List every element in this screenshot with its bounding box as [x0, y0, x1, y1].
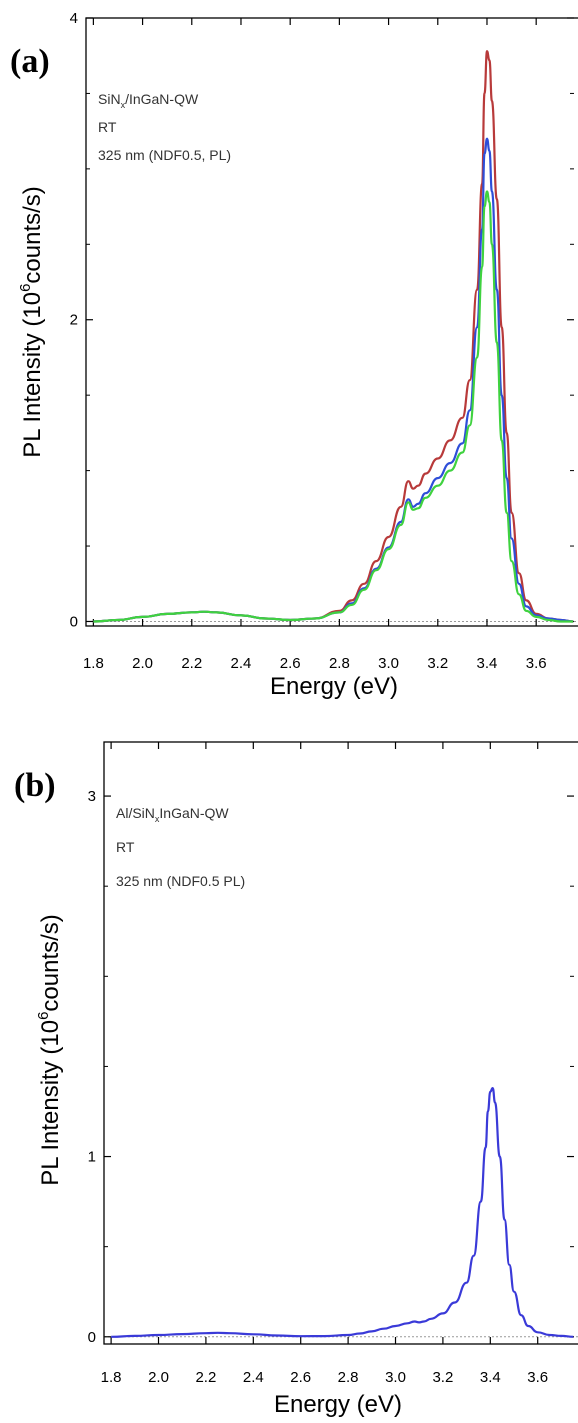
plot-frame-b: [103, 741, 578, 1345]
x-tick-label-b: 3.4: [480, 1369, 501, 1386]
annotation-temp-a: RT: [98, 119, 117, 135]
annotation-excitation-a: 325 nm (NDF0.5, PL): [98, 147, 231, 163]
x-axis-label-a: Energy (eV): [270, 673, 398, 700]
x-tick-label-a: 2.6: [280, 655, 301, 672]
x-tick-label-b: 3.0: [385, 1369, 406, 1386]
plot-frame-a: [85, 17, 578, 627]
series-group-a: [93, 50, 574, 623]
series-line-a-2: [93, 190, 574, 623]
annotation-temp-b: RT: [116, 839, 135, 855]
x-tick-label-a: 1.8: [83, 655, 104, 672]
x-tick-label-b: 2.4: [243, 1369, 264, 1386]
x-tick-label-b: 2.8: [338, 1369, 359, 1386]
tick-group-a: 1.8 2.0 2.2 2.4 2.6 2.8 3.0 3.2 3.4 3.6 0 2 4: [70, 10, 574, 672]
x-tick-label-a: 2.4: [231, 655, 252, 672]
panel-a: 1.8 2.0 2.2 2.4 2.6 2.8 3.0 3.2 3.4 3.6 0 2 4 (a) Si…: [10, 10, 578, 700]
y-axis-label-b: PL Intensity (106counts/s): [35, 914, 64, 1186]
x-tick-label-a: 3.6: [526, 655, 547, 672]
annotation-sample-a: SiNx/InGaN-QW: [98, 91, 199, 110]
x-tick-label-b: 1.8: [101, 1369, 122, 1386]
x-axis-label-b: Energy (eV): [274, 1391, 402, 1418]
x-tick-label-b: 3.2: [432, 1369, 453, 1386]
annotation-excitation-b: 325 nm (NDF0.5 PL): [116, 873, 245, 889]
y-tick-label-a: 0: [70, 613, 78, 630]
series-line-a-1: [93, 137, 574, 623]
x-tick-label-a: 2.2: [181, 655, 202, 672]
x-tick-label-a: 3.4: [477, 655, 498, 672]
x-tick-label-a: 2.0: [132, 655, 153, 672]
panel-b: 1.8 2.0 2.2 2.4 2.6 2.8 3.0 3.2 3.4 3.6 0 1 3 (b) Al…: [14, 741, 578, 1418]
y-tick-label-b: 1: [88, 1149, 96, 1166]
x-tick-label-a: 2.8: [329, 655, 350, 672]
series-line-b-0: [111, 1087, 574, 1338]
panel-label-b: (b): [14, 767, 56, 804]
x-tick-label-a: 3.0: [378, 655, 399, 672]
series-line-a-0: [93, 50, 574, 623]
y-tick-label-b: 0: [88, 1329, 96, 1346]
y-tick-label-b: 3: [88, 788, 96, 805]
y-tick-label-a: 2: [70, 312, 78, 329]
x-tick-label-b: 2.2: [195, 1369, 216, 1386]
y-axis-label-a: PL Intensity (106counts/s): [17, 186, 46, 458]
panel-label-a: (a): [10, 43, 50, 80]
x-tick-label-a: 3.2: [427, 655, 448, 672]
tick-group-b: 1.8 2.0 2.2 2.4 2.6 2.8 3.0 3.2 3.4 3.6 0 1 3: [88, 742, 574, 1386]
x-tick-label-b: 2.6: [290, 1369, 311, 1386]
y-tick-label-a: 4: [70, 10, 78, 27]
annotation-sample-b: Al/SiNxInGaN-QW: [116, 805, 229, 824]
x-tick-label-b: 2.0: [148, 1369, 169, 1386]
x-tick-label-b: 3.6: [527, 1369, 548, 1386]
series-group-b: [111, 1087, 574, 1338]
